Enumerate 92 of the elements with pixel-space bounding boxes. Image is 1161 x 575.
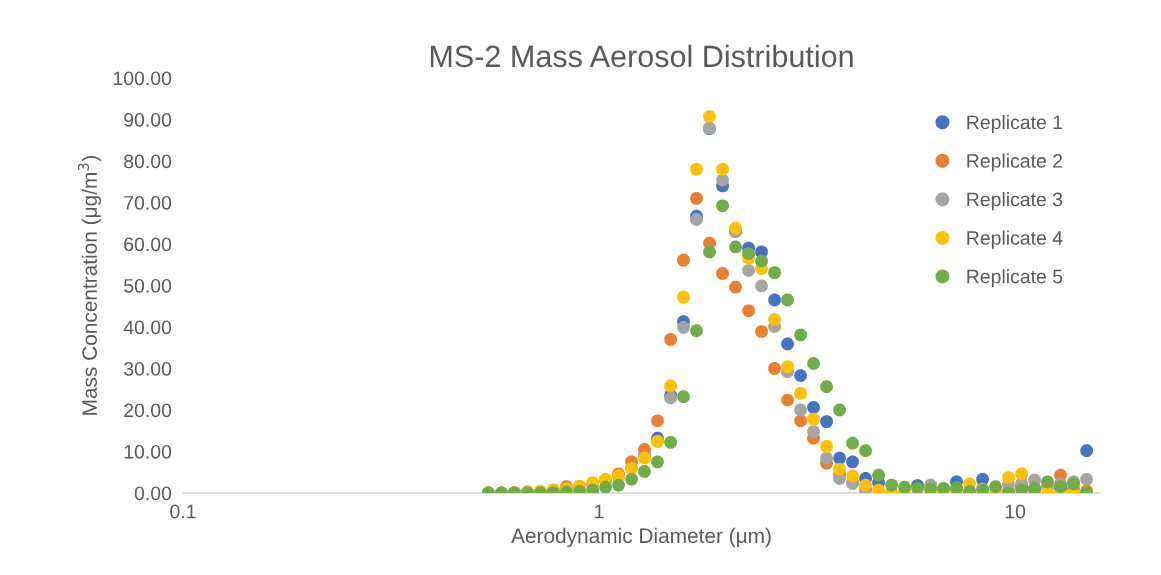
- point: [742, 264, 755, 277]
- point: [846, 469, 859, 483]
- point: [690, 191, 703, 205]
- point: [846, 455, 859, 469]
- point: [794, 328, 807, 342]
- point: [729, 280, 742, 294]
- point: [716, 162, 729, 176]
- chart-title: MS-2 Mass Aerosol Distribution: [430, 44, 853, 68]
- point: [677, 290, 690, 304]
- point: [664, 333, 678, 346]
- point: [781, 393, 794, 407]
- point: [612, 478, 625, 492]
- y-tick-label: 40.00: [123, 320, 172, 335]
- point: [820, 451, 833, 465]
- point: [768, 313, 781, 326]
- point: [794, 403, 807, 417]
- point: [625, 472, 638, 486]
- legend-label: Replicate 1: [967, 114, 1063, 134]
- y-tick-label: 90.00: [124, 112, 172, 127]
- point: [742, 304, 755, 318]
- point: [742, 247, 755, 260]
- y-tick-label: 0.00: [134, 486, 172, 501]
- point: [638, 465, 651, 478]
- point: [820, 380, 833, 394]
- y-tick-label: 70.00: [124, 195, 172, 210]
- point: [807, 401, 820, 414]
- point: [703, 245, 716, 259]
- point: [807, 412, 820, 426]
- point: [820, 440, 833, 453]
- point: [846, 436, 859, 450]
- y-tick-label: 30.00: [123, 361, 172, 376]
- point: [833, 451, 846, 465]
- point: [599, 480, 613, 493]
- point: [664, 435, 678, 449]
- point: [1015, 467, 1029, 481]
- point: [1041, 475, 1054, 489]
- point: [794, 414, 807, 428]
- point: [690, 213, 703, 226]
- point: [677, 321, 690, 334]
- point: [690, 162, 703, 176]
- point: [807, 357, 820, 370]
- point: [716, 267, 729, 280]
- point: [729, 221, 742, 235]
- point: [872, 468, 885, 482]
- point: [677, 390, 690, 404]
- point: [677, 253, 690, 267]
- point: [768, 266, 781, 280]
- point: [898, 480, 911, 493]
- legend-label: Replicate 2: [967, 153, 1063, 172]
- y-tick-label: 60.00: [124, 237, 172, 252]
- point: [651, 414, 664, 428]
- y-axis-title: Mass Concentration (μg/m$^{3}$): [77, 156, 102, 415]
- point: [703, 110, 716, 123]
- point: [781, 337, 794, 351]
- point: [781, 293, 794, 307]
- legend-label: Replicate 3: [967, 192, 1063, 211]
- x-tick-label: 1: [595, 504, 604, 519]
- point: [755, 254, 768, 268]
- point: [716, 173, 729, 187]
- point: [885, 478, 898, 492]
- point: [690, 324, 703, 338]
- point: [833, 462, 846, 476]
- point: [859, 478, 872, 492]
- point: [833, 403, 846, 417]
- point: [807, 425, 820, 438]
- legend-label: Replicate 5: [967, 269, 1063, 288]
- point: [794, 369, 807, 382]
- point: [664, 379, 678, 393]
- point: [989, 480, 1002, 493]
- point: [768, 362, 781, 375]
- point: [1002, 471, 1015, 485]
- y-tick-label: 10.00: [124, 444, 172, 459]
- y-tick-label: 80.00: [124, 154, 172, 169]
- point: [755, 279, 768, 293]
- y-tick-label: 100.00: [113, 71, 172, 86]
- point: [1080, 472, 1094, 486]
- point: [755, 325, 768, 338]
- point: [781, 360, 794, 374]
- point: [716, 199, 729, 213]
- y-tick-label: 50.00: [124, 278, 172, 293]
- point: [859, 444, 872, 458]
- point: [820, 415, 833, 429]
- point: [768, 293, 781, 307]
- x-tick-label: 10: [1005, 504, 1026, 519]
- x-axis-title: Aerodynamic Diameter (μm): [511, 527, 771, 548]
- legend-label: Replicate 4: [967, 230, 1063, 249]
- point: [729, 240, 742, 254]
- y-tick-label: 20.00: [124, 403, 172, 418]
- point: [651, 455, 664, 469]
- point: [1080, 444, 1094, 458]
- point: [794, 387, 807, 400]
- x-tick-label: 0.1: [170, 504, 196, 519]
